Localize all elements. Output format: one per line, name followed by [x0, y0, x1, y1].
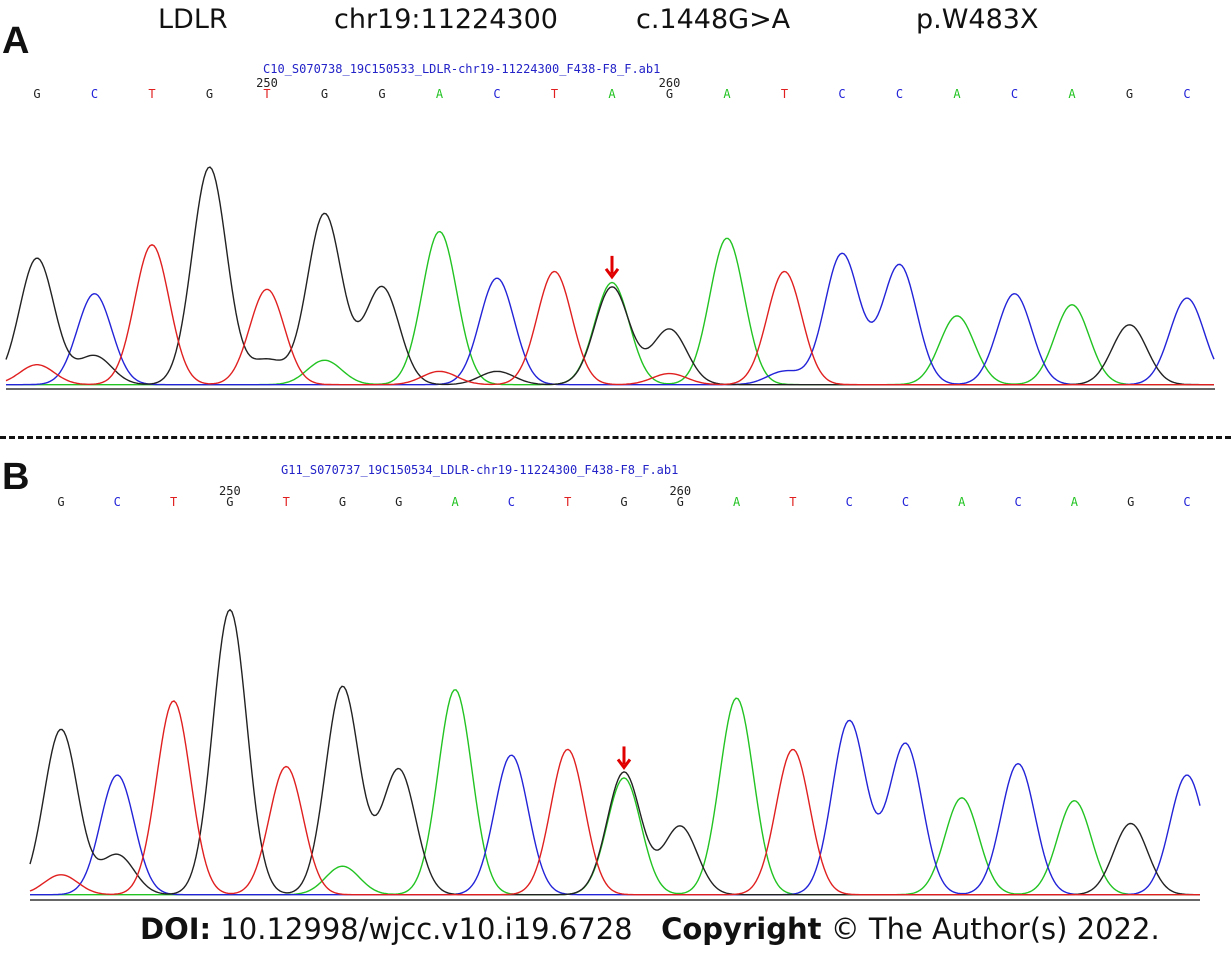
base-call-label: T	[789, 495, 796, 509]
base-call-label: G	[321, 87, 328, 101]
base-call-label: G	[226, 495, 233, 509]
doi-label: DOI:	[140, 912, 212, 946]
trace-channel-c	[30, 719, 1201, 896]
base-call-label: A	[723, 87, 731, 101]
mutation-arrow-icon	[616, 746, 632, 770]
base-call-label: G	[378, 87, 385, 101]
base-call-label: G	[1126, 87, 1133, 101]
base-position-tick: 260	[659, 76, 681, 90]
figure-header: LDLR chr19:11224300 c.1448G>A p.W483X	[0, 0, 1231, 40]
trace-channel-t	[29, 700, 1200, 896]
base-call-label: G	[206, 87, 213, 101]
base-call-label: G	[666, 87, 673, 101]
trace-filename-a: C10_S070738_19C150533_LDLR-chr19-1122430…	[263, 62, 661, 76]
base-call-label: A	[958, 495, 966, 509]
base-call-label: A	[1071, 495, 1079, 509]
base-call-label: T	[148, 87, 155, 101]
base-call-label: C	[114, 495, 121, 509]
base-call-label: C	[846, 495, 853, 509]
base-call-label: C	[1183, 495, 1190, 509]
copyright-label: Copyright	[661, 912, 822, 946]
trace-filename-b: G11_S070737_19C150534_LDLR-chr19-1122430…	[281, 463, 679, 477]
trace-channel-g	[29, 608, 1200, 896]
base-call-label: T	[781, 87, 788, 101]
base-position-tick: 260	[669, 484, 691, 498]
base-call-label: C	[1183, 87, 1190, 101]
panel-letter-b: B	[2, 456, 30, 498]
base-call-label: A	[451, 495, 459, 509]
mutation-arrow-icon	[604, 255, 620, 280]
base-call-label: T	[283, 495, 290, 509]
trace-channel-a	[6, 230, 1214, 386]
gene-name: LDLR	[158, 4, 228, 35]
base-call-label: G	[620, 495, 627, 509]
base-call-label: A	[733, 495, 741, 509]
panel-divider	[0, 436, 1231, 439]
base-call-label: C	[1011, 87, 1018, 101]
chromatogram-a: G C T G T G G A C T A G A T C C A C A G C 250 260	[5, 76, 1215, 390]
base-call-label: C	[493, 87, 500, 101]
base-call-label: C	[508, 495, 515, 509]
protein-change: p.W483X	[916, 4, 1039, 35]
panel-letter-a: A	[2, 20, 30, 62]
base-call-label: G	[33, 87, 40, 101]
base-call-label: C	[838, 87, 845, 101]
trace-channel-t	[5, 244, 1214, 386]
base-call-label: C	[91, 87, 98, 101]
base-call-label: C	[1014, 495, 1021, 509]
footer-citation: DOI: 10.12998/wjcc.v10.i19.6728 Copyrigh…	[140, 912, 1160, 946]
base-call-label: C	[902, 495, 909, 509]
base-position-tick: 250	[219, 484, 241, 498]
base-call-label: G	[677, 495, 684, 509]
base-call-label: A	[436, 87, 444, 101]
base-call-label: T	[263, 87, 270, 101]
base-call-label: G	[1127, 495, 1134, 509]
cdna-change: c.1448G>A	[636, 4, 791, 35]
genomic-position: chr19:11224300	[334, 4, 558, 35]
chromatogram-b: G C T G T G G A C T G G A T C C A C A G C 250 260	[29, 484, 1201, 901]
base-call-label: A	[953, 87, 961, 101]
base-call-label: T	[564, 495, 571, 509]
copyright-text: © The Author(s) 2022.	[830, 912, 1160, 946]
base-call-label: G	[395, 495, 402, 509]
doi-value: 10.12998/wjcc.v10.i19.6728	[220, 912, 633, 946]
base-call-label: A	[608, 87, 616, 101]
base-call-label: C	[896, 87, 903, 101]
base-call-label: T	[170, 495, 177, 509]
base-call-label: T	[551, 87, 558, 101]
base-position-tick: 250	[256, 76, 278, 90]
base-call-label: G	[339, 495, 346, 509]
base-call-label: G	[57, 495, 64, 509]
base-call-label: A	[1068, 87, 1076, 101]
